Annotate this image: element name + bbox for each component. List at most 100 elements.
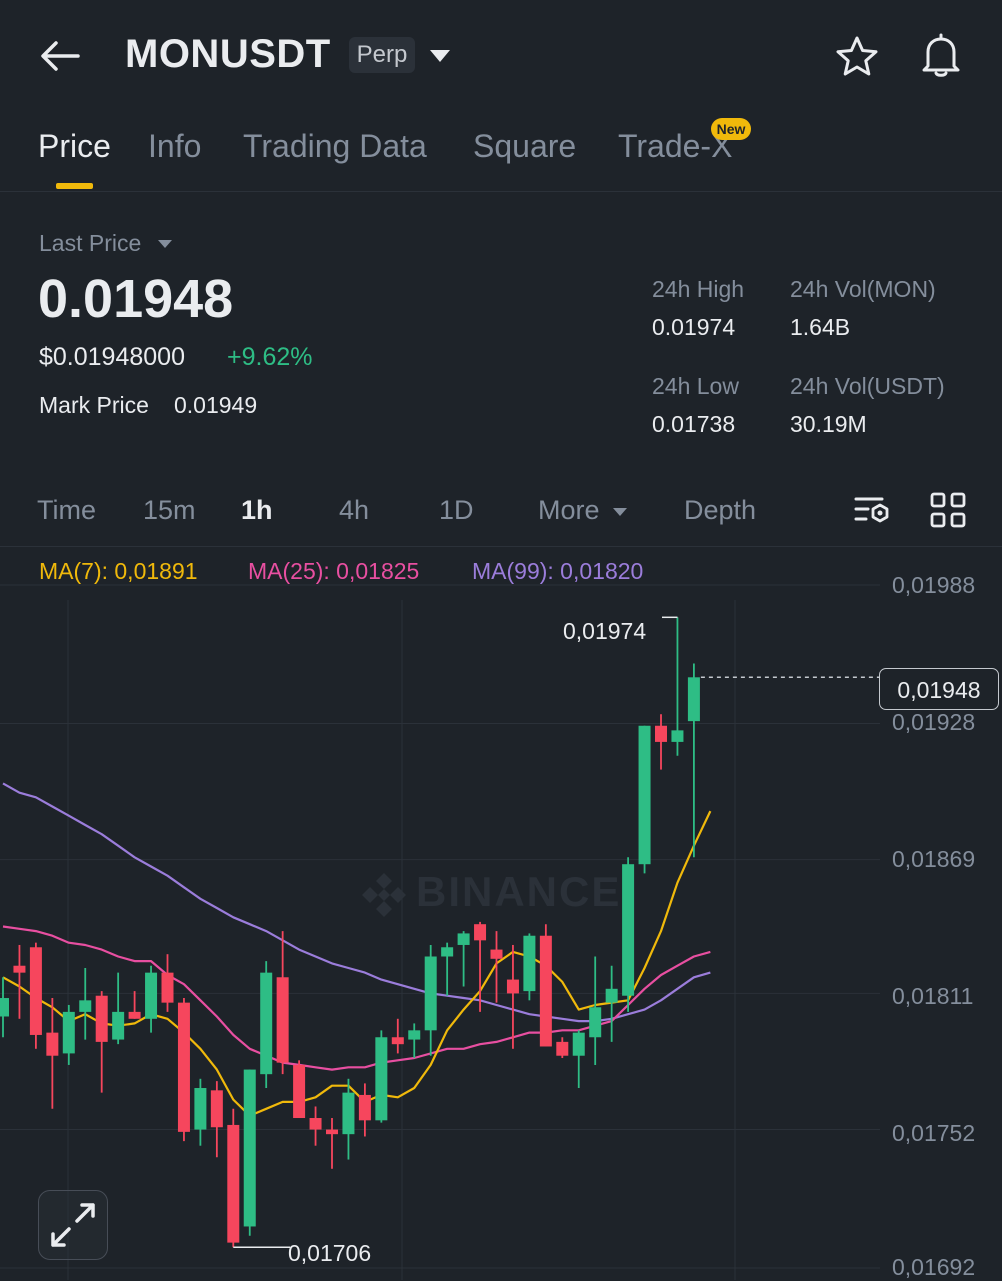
y-tick-label: 0,01692 [892, 1254, 976, 1280]
vol-quote-label: 24h Vol(USDT) [790, 373, 945, 399]
timeframe-4h[interactable]: 4h [339, 495, 370, 525]
candle-down [95, 995, 108, 1042]
last-price: 0.01948 [38, 269, 234, 329]
candle-up [194, 1088, 207, 1130]
candlestick-chart[interactable] [0, 547, 1002, 1280]
back-arrow-icon [41, 41, 80, 71]
timeframe-more[interactable]: More [538, 495, 629, 526]
back-button[interactable] [36, 34, 84, 78]
last-price-selector[interactable]: Last Price [39, 230, 174, 257]
candle-down [46, 1032, 59, 1056]
candle-down [128, 1011, 141, 1019]
candle-up [622, 864, 635, 996]
tab-square[interactable]: Square [473, 128, 577, 164]
layout-button[interactable] [928, 490, 968, 530]
candle-down [309, 1118, 322, 1130]
high-annotation: 0,01974 [563, 618, 647, 644]
indicator-settings-button[interactable] [852, 490, 892, 530]
expand-icon [51, 1203, 95, 1247]
candle-up [589, 1007, 602, 1038]
timeframe-1h[interactable]: 1h [241, 495, 273, 525]
y-tick-label: 0,01988 [892, 572, 976, 598]
y-tick-label: 0,01869 [892, 846, 976, 872]
high-24h-label: 24h High [652, 276, 745, 302]
ma99-line [2, 782, 711, 1023]
candle-up [638, 725, 651, 865]
candle-down [506, 979, 519, 994]
chevron-down-icon [430, 50, 450, 62]
watermark-text: BINANCE [416, 868, 622, 915]
candle-up [375, 1037, 388, 1121]
grid-icon [930, 492, 966, 528]
candle-down [29, 947, 42, 1035]
header-divider [0, 191, 1002, 192]
symbol-dropdown-button[interactable] [426, 44, 454, 68]
candle-up [687, 677, 700, 722]
candle-up [342, 1092, 355, 1135]
candle-down [293, 1064, 306, 1119]
candle-down [227, 1124, 240, 1243]
last-price-label: Last Price [39, 230, 142, 256]
candle-up [260, 972, 273, 1075]
candle-down [539, 935, 552, 1047]
candle-up [605, 988, 618, 1003]
chart-settings-icon [854, 497, 889, 523]
fullscreen-button[interactable] [38, 1190, 108, 1260]
contract-type-badge: Perp [349, 37, 415, 73]
ma25-legend: MA(25): 0,01825 [248, 558, 420, 584]
chevron-down-icon [157, 240, 172, 248]
candle-down [655, 725, 667, 742]
ma25-line [2, 925, 711, 1071]
current-price-tag: 0,01948 [879, 668, 999, 710]
new-badge: New [711, 118, 751, 140]
candle-up [572, 1032, 585, 1056]
candle-down [276, 977, 289, 1063]
low-24h-label: 24h Low [652, 373, 739, 399]
binance-logo-icon [362, 872, 406, 917]
price-change-percent: +9.62% [227, 343, 313, 371]
tab-trading-data[interactable]: Trading Data [243, 128, 427, 164]
mark-price-label: Mark Price [39, 392, 149, 418]
low-24h-value: 0.01738 [652, 411, 736, 437]
alert-button[interactable] [918, 32, 964, 80]
candle-up [145, 972, 158, 1019]
y-tick-label: 0,01752 [892, 1120, 976, 1146]
ma7-line [2, 810, 712, 1117]
timeframe-1d[interactable]: 1D [439, 495, 474, 525]
tab-price[interactable]: Price [38, 128, 111, 164]
candle-down [210, 1090, 223, 1128]
ma99-legend: MA(99): 0,01820 [472, 558, 644, 584]
candle-down [556, 1041, 569, 1056]
ma7-legend: MA(7): 0,01891 [39, 558, 198, 584]
chevron-down-icon [613, 508, 628, 516]
y-tick-label: 0,01928 [892, 709, 976, 735]
timeframe-15m[interactable]: 15m [143, 495, 196, 525]
tab-info[interactable]: Info [148, 128, 202, 164]
depth-tab[interactable]: Depth [684, 495, 757, 525]
binance-watermark: BINANCE [358, 868, 621, 921]
candle-down [490, 949, 503, 959]
more-label: More [538, 495, 600, 525]
candle-up [79, 1000, 92, 1012]
candle-up [523, 935, 536, 992]
mark-price: 0.01949 [174, 392, 258, 418]
timeframe-time[interactable]: Time [37, 495, 96, 525]
favorite-button[interactable] [834, 34, 880, 80]
active-tab-indicator [56, 183, 93, 189]
candle-down [474, 924, 487, 941]
high-24h-value: 0.01974 [652, 314, 736, 340]
candle-down [177, 1002, 190, 1132]
candle-up [457, 933, 470, 945]
vol-base-label: 24h Vol(MON) [790, 276, 936, 302]
candle-down [13, 965, 26, 973]
usd-price: $0.01948000 [39, 343, 185, 371]
candle-up [0, 998, 9, 1017]
candle-down [358, 1094, 371, 1121]
y-tick-label: 0,01811 [892, 983, 974, 1009]
candle-up [424, 956, 437, 1031]
candle-up [243, 1069, 256, 1227]
candle-up [441, 947, 454, 957]
candle-down [391, 1037, 404, 1045]
low-annotation: 0,01706 [288, 1240, 372, 1266]
symbol-title[interactable]: MONUSDT [125, 32, 331, 76]
